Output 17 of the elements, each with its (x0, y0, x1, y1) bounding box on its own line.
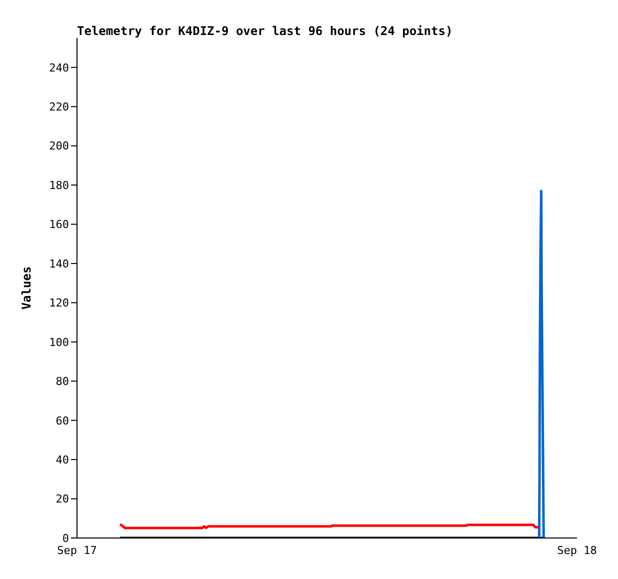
y-tick-label: 100 (49, 336, 69, 349)
y-tick-label: 120 (49, 296, 69, 310)
y-tick-label: 200 (49, 140, 69, 153)
x-tick-label: Sep 18 (557, 544, 597, 557)
y-tick-label: 140 (49, 257, 69, 270)
y-tick-label: 0 (62, 532, 69, 545)
y-axis-title: Values (19, 266, 34, 310)
y-tick-label: 220 (49, 100, 69, 114)
y-tick-label: 60 (56, 414, 69, 428)
y-tick-label: 180 (49, 178, 69, 192)
x-tick-label: Sep 17 (57, 544, 97, 557)
y-tick-label: 240 (49, 61, 69, 74)
y-tick-label: 80 (56, 375, 69, 388)
y-tick-label: 20 (56, 492, 69, 506)
y-tick-label: 160 (49, 218, 69, 232)
y-tick-label: 40 (56, 453, 69, 466)
chart-title: Telemetry for K4DIZ-9 over last 96 hours (24 points) (77, 24, 453, 38)
